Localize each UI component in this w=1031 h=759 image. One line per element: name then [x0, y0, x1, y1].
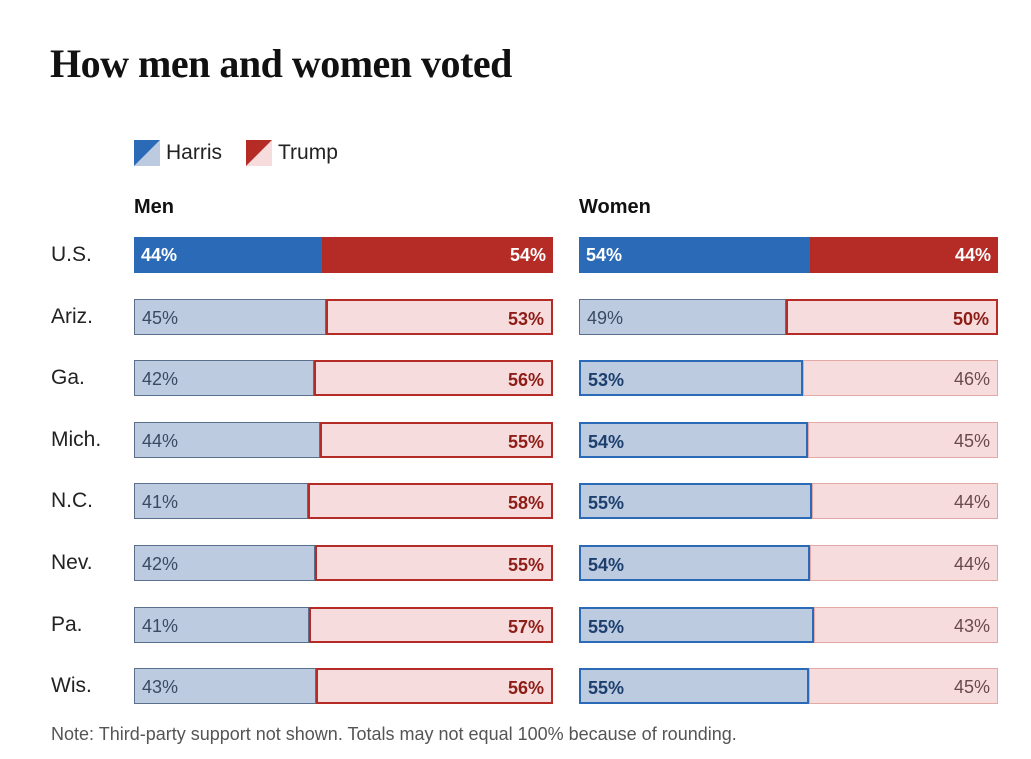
row-label-ga: Ga. [51, 366, 85, 389]
segment-trump-women-wis: 45% [809, 668, 998, 704]
value-label: 44% [953, 554, 990, 574]
segment-trump-women-mich: 45% [808, 422, 998, 458]
bar-men-ga: 42% 56% [134, 360, 553, 396]
segment-trump-women-pa: 43% [814, 607, 998, 643]
row-label-wis: Wis. [51, 674, 92, 697]
value-label: 54% [588, 432, 625, 452]
segment-harris-women-ariz: 49% [579, 299, 786, 335]
value-label: 56% [507, 370, 544, 390]
value-label: 55% [588, 493, 625, 513]
value-label: 44% [954, 245, 991, 265]
segment-harris-men-pa: 41% [134, 607, 309, 643]
value-label: 55% [507, 555, 544, 575]
segment-harris-women-u-s: 54% [579, 237, 810, 273]
segment-trump-men-nev: 55% [315, 545, 553, 581]
row-label-nev: Nev. [51, 551, 93, 574]
segment-harris-men-ga: 42% [134, 360, 314, 396]
chart-title: How men and women voted [50, 41, 512, 86]
value-label: 55% [588, 617, 625, 637]
segment-harris-women-pa: 55% [579, 607, 814, 643]
segment-trump-men-pa: 57% [309, 607, 553, 643]
legend-item-trump: Trump [246, 140, 338, 166]
bar-men-pa: 41% 57% [134, 607, 553, 643]
segment-harris-men-n-c: 41% [134, 483, 308, 519]
value-label: 54% [509, 245, 546, 265]
bar-women-n-c: 55% 44% [579, 483, 998, 519]
value-label: 55% [588, 678, 625, 698]
value-label: 58% [507, 493, 544, 513]
row-label-mich: Mich. [51, 428, 102, 451]
row-label-ariz: Ariz. [51, 305, 93, 328]
segment-trump-women-u-s: 44% [810, 237, 998, 273]
bar-men-wis: 43% 56% [134, 668, 553, 704]
value-label: 41% [142, 492, 179, 512]
bar-women-mich: 54% 45% [579, 422, 998, 458]
value-label: 43% [142, 677, 179, 697]
segment-trump-men-ga: 56% [314, 360, 553, 396]
value-label: 56% [507, 678, 544, 698]
value-label: 54% [588, 555, 625, 575]
segment-harris-women-wis: 55% [579, 668, 809, 704]
trump-swatch-icon [246, 140, 272, 166]
bar-men-n-c: 41% 58% [134, 483, 553, 519]
segment-trump-men-u-s: 54% [322, 237, 553, 273]
segment-trump-women-n-c: 44% [812, 483, 998, 519]
segment-trump-men-wis: 56% [316, 668, 553, 704]
value-label: 45% [953, 677, 990, 697]
segment-harris-women-n-c: 55% [579, 483, 812, 519]
value-label: 44% [953, 492, 990, 512]
value-label: 44% [142, 431, 179, 451]
panel-title-women: Women [579, 196, 651, 218]
bar-women-u-s: 54% 44% [579, 237, 998, 273]
bar-women-ga: 53% 46% [579, 360, 998, 396]
panel-title-men: Men [134, 196, 174, 218]
value-label: 43% [953, 616, 990, 636]
footnote: Note: Third-party support not shown. Tot… [51, 724, 737, 744]
value-label: 42% [142, 554, 179, 574]
segment-trump-women-nev: 44% [810, 545, 998, 581]
segment-trump-women-ga: 46% [803, 360, 998, 396]
segment-trump-men-mich: 55% [320, 422, 553, 458]
bar-men-u-s: 44% 54% [134, 237, 553, 273]
bar-women-pa: 55% 43% [579, 607, 998, 643]
bar-men-nev: 42% 55% [134, 545, 553, 581]
bar-men-ariz: 45% 53% [134, 299, 553, 335]
value-label: 54% [586, 245, 623, 265]
value-label: 49% [587, 308, 624, 328]
harris-swatch-icon [134, 140, 160, 166]
segment-harris-women-mich: 54% [579, 422, 808, 458]
bar-women-ariz: 49% 50% [579, 299, 998, 335]
value-label: 42% [142, 369, 179, 389]
bar-women-wis: 55% 45% [579, 668, 998, 704]
segment-harris-women-ga: 53% [579, 360, 803, 396]
value-label: 50% [952, 309, 989, 329]
legend-label-harris: Harris [166, 141, 222, 164]
bar-men-mich: 44% 55% [134, 422, 553, 458]
segment-trump-men-n-c: 58% [308, 483, 553, 519]
segment-harris-men-mich: 44% [134, 422, 320, 458]
segment-harris-men-wis: 43% [134, 668, 316, 704]
segment-trump-men-ariz: 53% [326, 299, 553, 335]
segment-harris-men-u-s: 44% [134, 237, 322, 273]
legend: Harris Trump [134, 140, 362, 166]
value-label: 45% [953, 431, 990, 451]
value-label: 57% [507, 617, 544, 637]
value-label: 55% [507, 432, 544, 452]
value-label: 53% [507, 309, 544, 329]
bar-women-nev: 54% 44% [579, 545, 998, 581]
value-label: 45% [142, 308, 179, 328]
segment-harris-men-ariz: 45% [134, 299, 326, 335]
row-label-u-s: U.S. [51, 243, 92, 266]
segment-harris-men-nev: 42% [134, 545, 315, 581]
value-label: 41% [142, 616, 179, 636]
row-label-n-c: N.C. [51, 489, 93, 512]
segment-harris-women-nev: 54% [579, 545, 810, 581]
legend-item-harris: Harris [134, 140, 222, 166]
value-label: 44% [141, 245, 178, 265]
value-label: 53% [588, 370, 625, 390]
legend-label-trump: Trump [278, 141, 338, 164]
row-label-pa: Pa. [51, 613, 83, 636]
segment-trump-women-ariz: 50% [786, 299, 998, 335]
value-label: 46% [953, 369, 990, 389]
